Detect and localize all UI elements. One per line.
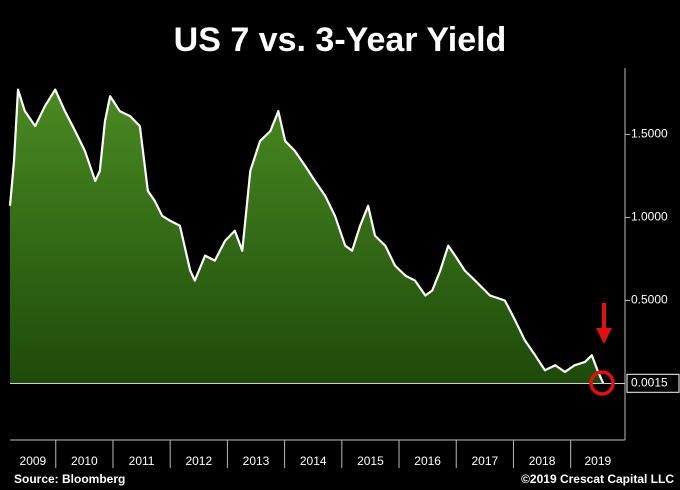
x-tick-label: 2015 [357, 454, 384, 468]
credit: ©2019 Crescat Capital LLC [521, 472, 674, 486]
y-tick-label: 1.5000 [631, 127, 668, 141]
x-tick-label: 2013 [243, 454, 270, 468]
chart-title: US 7 vs. 3-Year Yield [174, 21, 507, 59]
source: Source: Bloomberg [14, 472, 125, 486]
arrow-head [596, 328, 612, 344]
x-tick-label: 2016 [414, 454, 441, 468]
last-value-box [626, 373, 680, 393]
x-tick-label: 2011 [129, 454, 155, 468]
x-tick-label: 2019 [584, 454, 611, 468]
highlight-circle [589, 370, 615, 396]
x-tick-label: 2010 [71, 454, 98, 468]
last-value-label: 0.0015 [631, 375, 668, 389]
y-tick-label: 0.5000 [631, 293, 668, 307]
x-tick-label: 2014 [300, 454, 327, 468]
y-tick-label: 1.0000 [631, 210, 668, 224]
area-fill [10, 89, 604, 384]
x-tick-label: 2017 [471, 454, 498, 468]
x-tick-label: 2012 [185, 454, 212, 468]
x-tick-label: 2018 [529, 454, 556, 468]
x-tick-label: 2009 [20, 454, 47, 468]
yield-line [8, 88, 605, 384]
